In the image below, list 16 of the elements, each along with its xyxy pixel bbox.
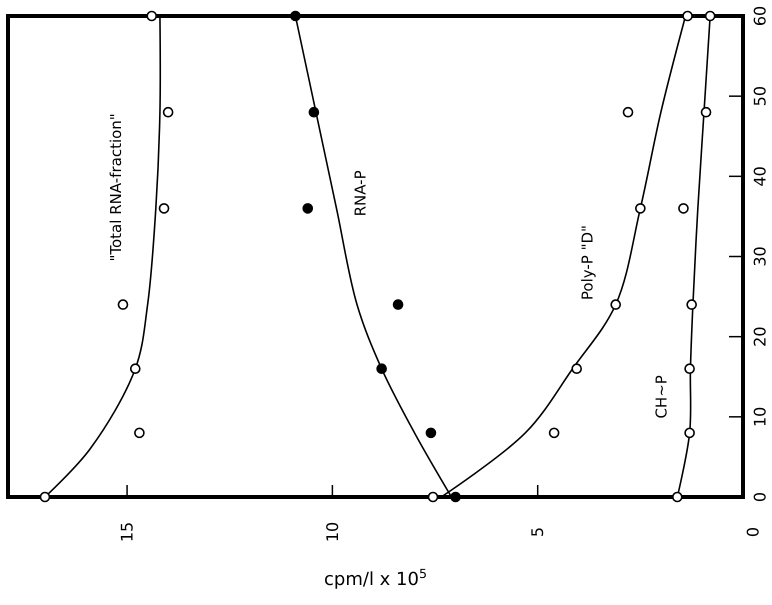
y-tick-label: 40 <box>750 166 770 187</box>
text: Poly-P "D" <box>578 225 597 300</box>
x-tick-label: 0 <box>744 526 762 538</box>
y-tick-label: 60 <box>750 6 770 26</box>
y-tick-label: 10 <box>750 406 770 428</box>
text: CH~P <box>652 375 671 419</box>
text: "Total RNA-fraction" <box>106 113 125 262</box>
y-tick-label: 0 <box>750 492 770 502</box>
y-tick-label: 20 <box>750 326 770 347</box>
y-tick-label: 50 <box>750 86 770 106</box>
x-axis-title: cpm/l x 10$^{5}$ <box>324 566 427 590</box>
x-tick-label: 5 <box>528 526 548 538</box>
text: RNA-P <box>351 170 370 216</box>
y-tick-label: 30 <box>750 246 770 267</box>
x-tick-label: 15 <box>118 522 137 542</box>
x-tick-label: 10 <box>322 522 342 542</box>
